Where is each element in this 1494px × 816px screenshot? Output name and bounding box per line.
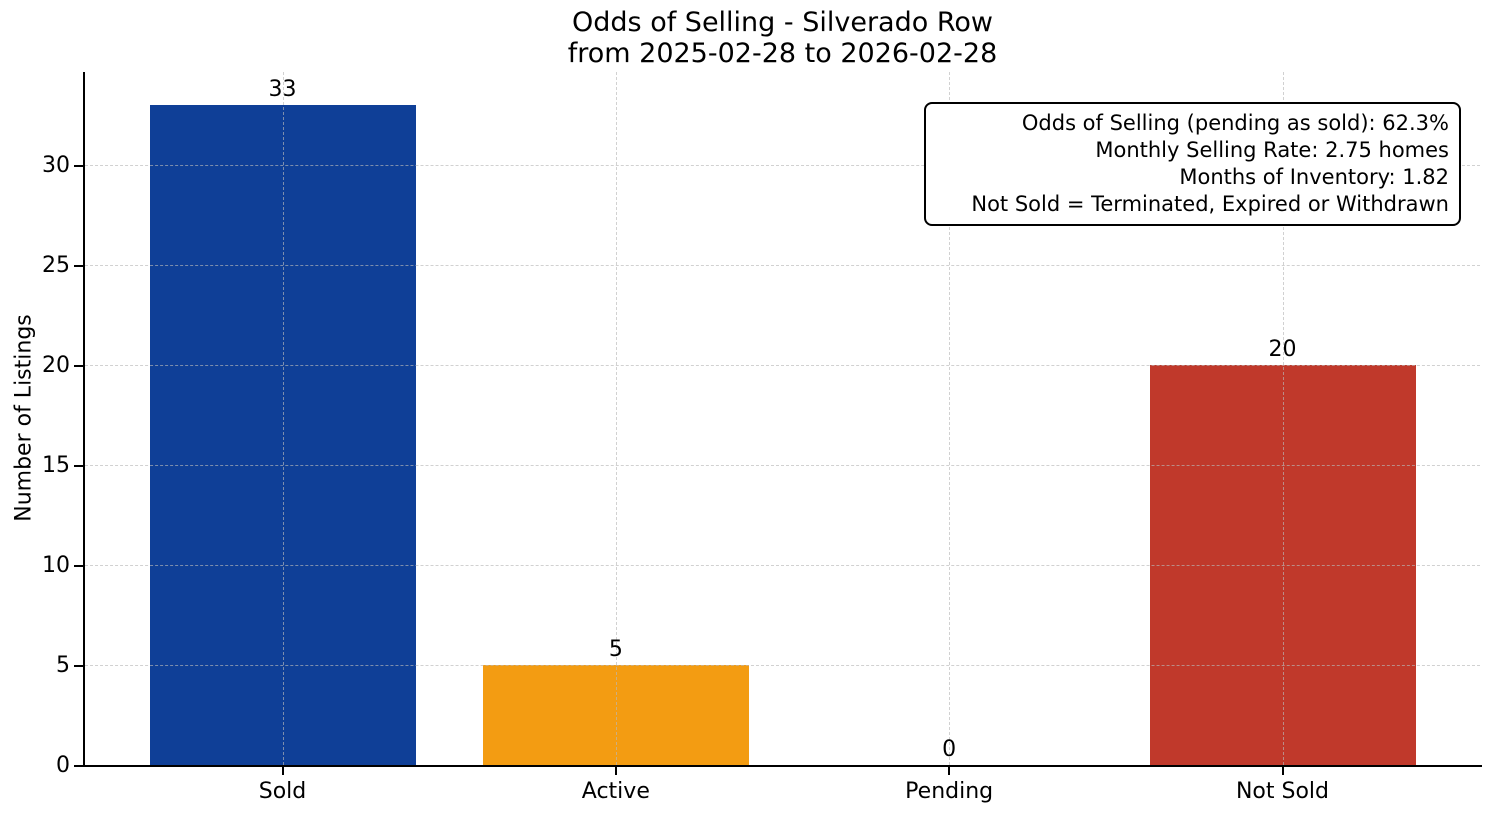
annotation-line-odds-of-selling: Odds of Selling (pending as sold): 62.3% <box>1021 111 1449 135</box>
y-axis-label: Number of Listings <box>11 314 37 522</box>
bar-value-label-not-sold: 20 <box>1268 337 1297 362</box>
gridline-vertical-active <box>615 72 617 765</box>
chart-title-line2: from 2025-02-28 to 2026-02-28 <box>567 38 998 69</box>
y-tick-label: 10 <box>42 553 70 578</box>
annotation-line-months-of-inventory: Months of Inventory: 1.82 <box>1179 165 1449 189</box>
x-tick-mark-sold <box>281 767 284 775</box>
x-tick-mark-not-sold <box>1281 767 1284 775</box>
bar-value-label-sold: 33 <box>268 77 297 102</box>
gridline-horizontal <box>85 165 1480 166</box>
gridline-horizontal <box>85 365 1480 366</box>
gridline-horizontal <box>85 465 1480 466</box>
gridline-vertical-sold <box>282 72 284 765</box>
y-tick-label: 0 <box>56 753 70 778</box>
x-tick-mark-pending <box>948 767 951 775</box>
y-tick-mark <box>74 165 83 167</box>
x-tick-mark-active <box>614 767 617 775</box>
y-tick-mark <box>74 365 83 367</box>
bar-value-label-active: 5 <box>608 637 623 662</box>
annotation-line-monthly-selling-rate: Monthly Selling Rate: 2.75 homes <box>1095 138 1449 162</box>
y-tick-label: 5 <box>56 653 70 678</box>
y-tick-mark <box>74 265 83 267</box>
y-tick-label: 25 <box>42 253 70 278</box>
y-tick-mark <box>74 565 83 567</box>
annotation-line-not-sold-definition: Not Sold = Terminated, Expired or Withdr… <box>971 192 1449 216</box>
x-tick-label-active: Active <box>581 779 650 804</box>
x-axis-spine <box>83 765 1482 767</box>
x-tick-label-not-sold: Not Sold <box>1235 779 1330 804</box>
x-tick-label-sold: Sold <box>258 779 307 804</box>
y-tick-mark <box>74 765 83 767</box>
gridline-horizontal <box>85 565 1480 566</box>
bar-value-label-pending: 0 <box>942 737 957 762</box>
gridline-horizontal <box>85 265 1480 266</box>
annotation-box: Odds of Selling (pending as sold): 62.3%… <box>924 102 1461 226</box>
gridline-horizontal <box>85 665 1480 666</box>
y-tick-label: 30 <box>42 153 70 178</box>
chart-title-line1: Odds of Selling - Silverado Row <box>572 7 993 38</box>
gridline-vertical-pending <box>949 72 951 765</box>
gridline-vertical-not-sold <box>1282 72 1284 765</box>
y-tick-mark <box>74 465 83 467</box>
x-tick-label-pending: Pending <box>905 779 994 804</box>
plot-area: 33 5 0 20 <box>85 72 1480 765</box>
y-tick-mark <box>74 665 83 667</box>
chart-title: Odds of Selling - Silverado Row from 202… <box>85 7 1480 69</box>
